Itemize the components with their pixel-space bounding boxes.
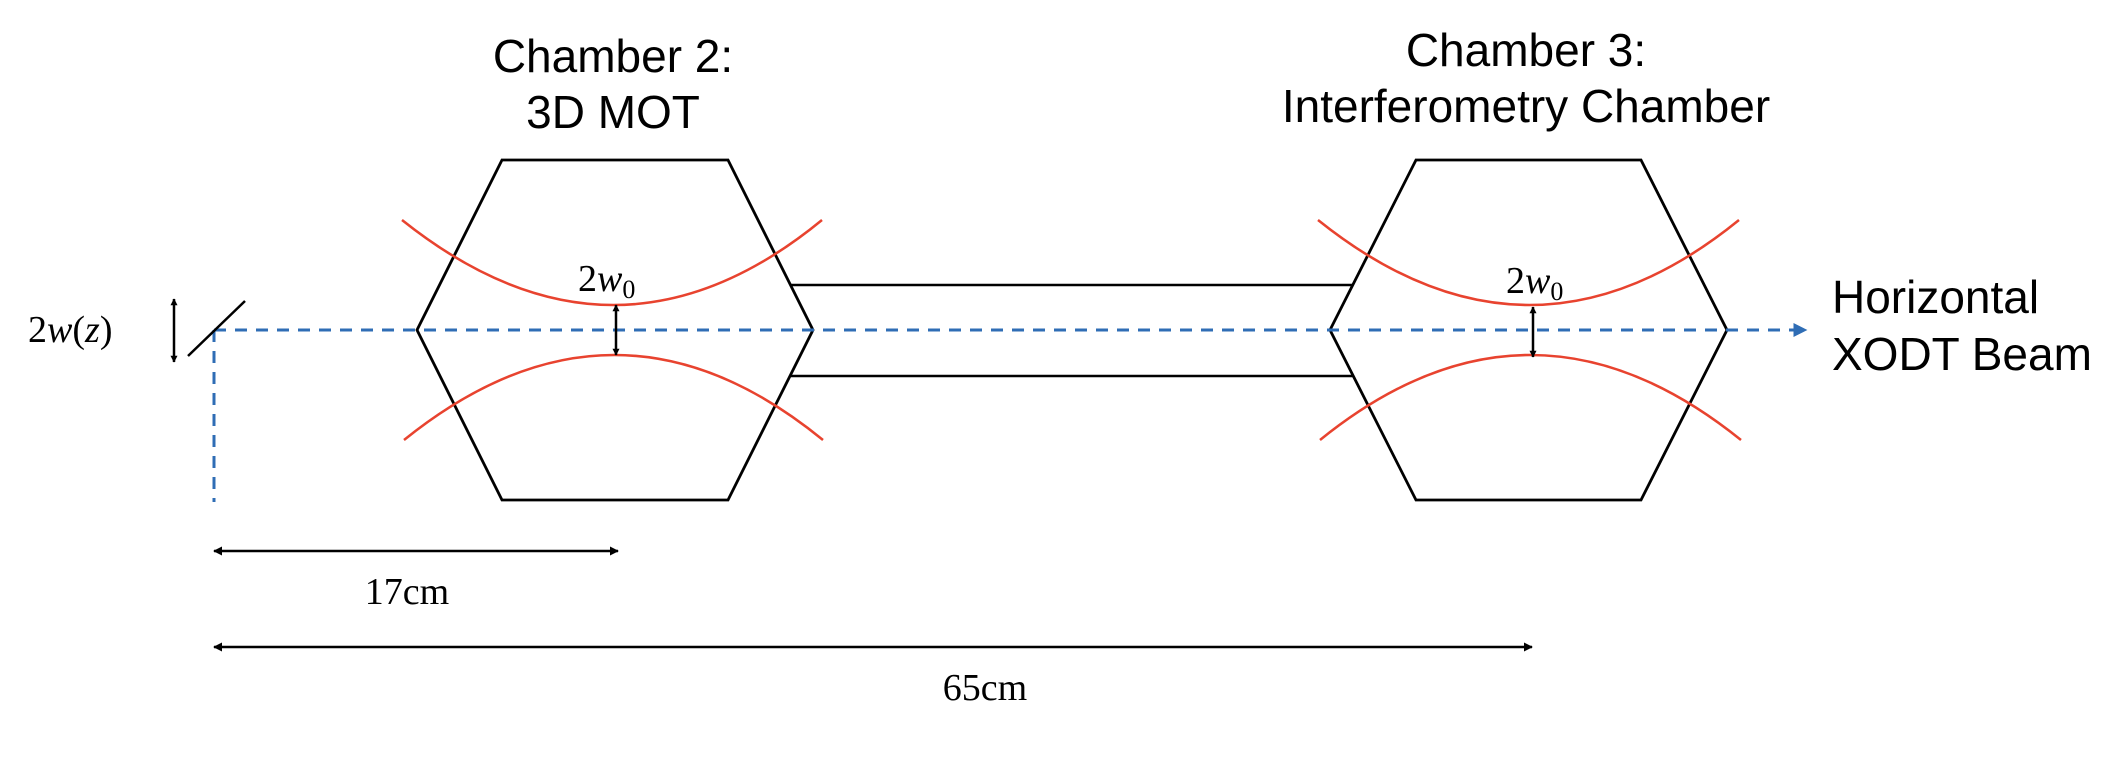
chamber-3-title-line1: Chamber 3: <box>1406 24 1646 76</box>
chamber-2-hexagon <box>415 158 815 502</box>
dimension-17cm-label: 17cm <box>365 571 449 613</box>
chamber-2-title-line2: 3D MOT <box>526 86 700 138</box>
chamber-3-title-line2: Interferometry Chamber <box>1282 80 1770 132</box>
chamber-2-title-line1: Chamber 2: <box>493 30 733 82</box>
chamber-3-waist-label: 2w0 <box>1506 260 1563 306</box>
dimension-65cm-label: 65cm <box>943 667 1027 709</box>
chamber-2-waist-label: 2w0 <box>578 258 635 304</box>
beam-label-line1: Horizontal <box>1832 271 2039 323</box>
chamber-3-upper-beam-envelope <box>1317 219 1740 307</box>
chamber-2-gaussian-profile <box>401 219 824 441</box>
xodt-beam <box>212 323 1808 502</box>
connecting-tube <box>790 283 1353 378</box>
beam-label-line2: XODT Beam <box>1832 328 2092 380</box>
chamber-3-gaussian-profile <box>1317 219 1742 441</box>
beam-width-label: 2w(z) <box>28 309 112 351</box>
mirror <box>187 300 246 357</box>
